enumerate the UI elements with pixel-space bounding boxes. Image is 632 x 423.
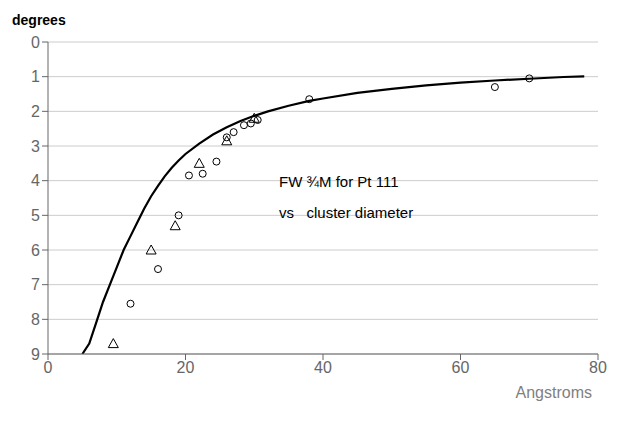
svg-text:8: 8 xyxy=(31,311,40,328)
svg-text:2: 2 xyxy=(31,103,40,120)
svg-text:7: 7 xyxy=(31,276,40,293)
svg-text:0: 0 xyxy=(44,359,53,376)
svg-text:0: 0 xyxy=(31,34,40,51)
svg-text:1: 1 xyxy=(31,68,40,85)
svg-text:60: 60 xyxy=(452,359,470,376)
svg-text:5: 5 xyxy=(31,207,40,224)
svg-text:Angstroms: Angstroms xyxy=(516,384,592,401)
svg-text:3: 3 xyxy=(31,138,40,155)
html-text:degrees: degrees xyxy=(12,12,66,28)
svg-text:40: 40 xyxy=(314,359,332,376)
svg-text:9: 9 xyxy=(31,346,40,363)
svg-text:80: 80 xyxy=(589,359,607,376)
svg-text:6: 6 xyxy=(31,242,40,259)
svg-text:20: 20 xyxy=(177,359,195,376)
html-text:FW ¾M for Pt 111: FW ¾M for Pt 111 xyxy=(279,173,399,190)
svg-text:4: 4 xyxy=(31,172,40,189)
html-text:vs cluster diameter: vs cluster diameter xyxy=(279,204,414,222)
